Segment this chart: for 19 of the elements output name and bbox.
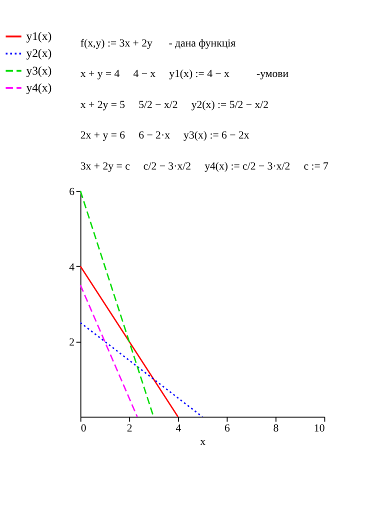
legend-label: y4(x) <box>26 82 52 95</box>
text: 3x + 2y = c c/2 − 3·x/2 y4(x) := c/2 − 3·x/2 c := 7 <box>80 160 330 172</box>
x-tick-label: 6 <box>224 422 230 435</box>
y-tick-label: 2 <box>69 336 75 349</box>
x-tick-label: 2 <box>126 422 132 435</box>
x-axis-title: x <box>200 436 206 448</box>
y-tick-label: 6 <box>69 186 76 198</box>
y-tick-label: 4 <box>69 261 76 274</box>
legend-label: y3(x) <box>26 64 52 78</box>
x-tick-label: 8 <box>273 422 279 435</box>
text: x + y = 4 4 − x y1(x) := 4 − x -умови <box>80 68 289 80</box>
x-tick-label: 10 <box>314 422 325 435</box>
text: x + 2y = 5 5/2 − x/2 y2(x) := 5/2 − x/2 <box>80 98 269 111</box>
x-tick-label: 4 <box>176 422 182 435</box>
x-tick-label: 0 <box>80 422 86 435</box>
legend-label: y2(x) <box>26 47 52 60</box>
text: 2x + y = 6 6 − 2·x y3(x) := 6 − 2x <box>80 130 250 142</box>
legend-label: y1(x) <box>26 30 52 44</box>
text: f(x,y) := 3x + 2y - дана функція <box>80 37 236 50</box>
